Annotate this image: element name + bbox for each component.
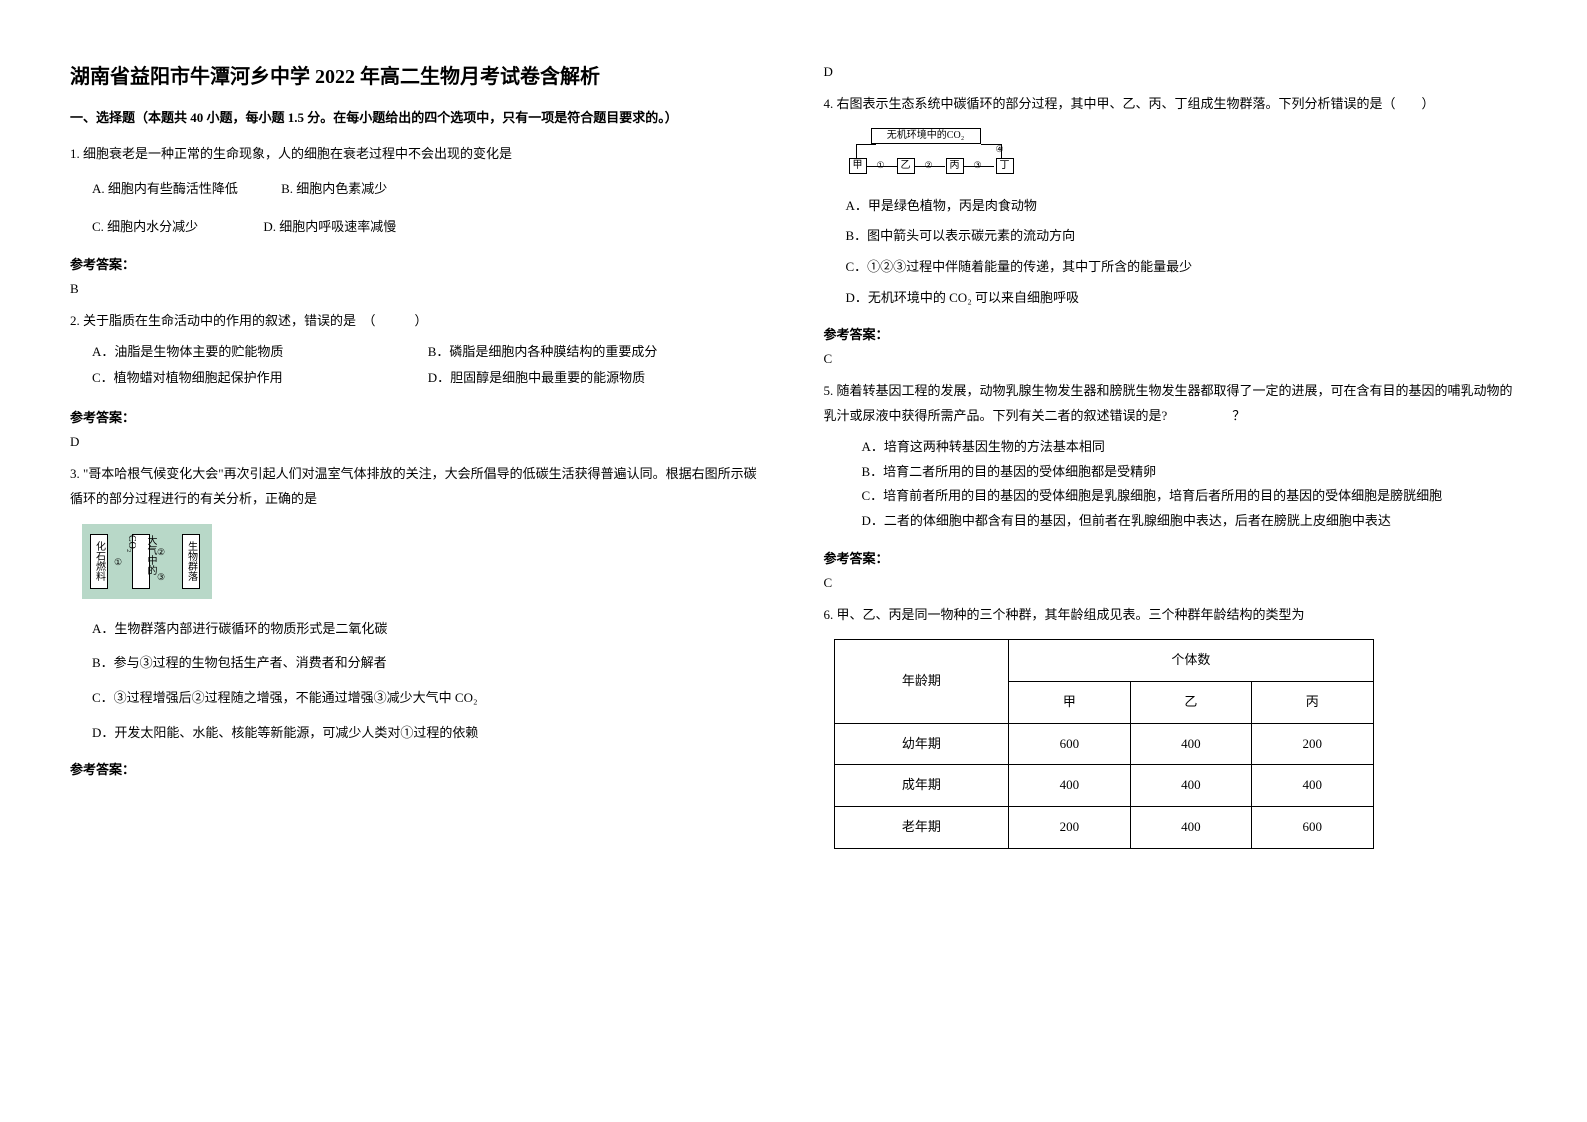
q5-option-a: A．培育这两种转基因生物的方法基本相同 xyxy=(862,435,1518,460)
question-1: 1. 细胞衰老是一种正常的生命现象，人的细胞在衰老过程中不会出现的变化是 A. … xyxy=(70,142,764,240)
q3-option-c: C．③过程增强后②过程随之增强，不能通过增强③减少大气中 CO₂ xyxy=(92,686,764,711)
q3-box-bio: 生物群落 xyxy=(182,534,200,589)
q2-text: 2. 关于脂质在生命活动中的作用的叙述，错误的是 （ ） xyxy=(70,309,764,334)
q1-text: 1. 细胞衰老是一种正常的生命现象，人的细胞在衰老过程中不会出现的变化是 xyxy=(70,142,764,167)
q6-r1-v1: 400 xyxy=(1130,765,1251,807)
q4-answer-label: 参考答案： xyxy=(824,324,1518,343)
q4-answer: C xyxy=(824,351,1518,367)
q4-option-b: B．图中箭头可以表示碳元素的流动方向 xyxy=(846,224,1518,249)
q6-r2-label: 老年期 xyxy=(834,807,1009,849)
q4-label-4: ④ xyxy=(996,141,1004,158)
q2-answer: D xyxy=(70,434,764,450)
q5-option-b: B．培育二者所用的目的基因的受体细胞都是受精卵 xyxy=(862,460,1518,485)
q3-option-a: A．生物群落内部进行碳循环的物质形式是二氧化碳 xyxy=(92,617,764,642)
q1-option-b: B. 细胞内色素减少 xyxy=(281,177,387,202)
q1-option-d: D. 细胞内呼吸速率减慢 xyxy=(263,215,396,240)
q6-r2-v1: 400 xyxy=(1130,807,1251,849)
q5-answer: C xyxy=(824,575,1518,591)
q4-box-bing: 丙 xyxy=(946,158,964,174)
q4-option-a: A．甲是绿色植物，丙是肉食动物 xyxy=(846,194,1518,219)
table-row: 老年期 200 400 600 xyxy=(834,807,1373,849)
question-3: 3. "哥本哈根气候变化大会"再次引起人们对温室气体排放的关注，大会所倡导的低碳… xyxy=(70,462,764,745)
q4-box-env: 无机环境中的CO₂ xyxy=(871,128,981,144)
q6-r2-v0: 200 xyxy=(1009,807,1130,849)
q2-option-a: A．油脂是生物体主要的贮能物质 xyxy=(92,340,428,365)
q2-answer-label: 参考答案： xyxy=(70,407,764,426)
q3-option-b: B．参与③过程的生物包括生产者、消费者和分解者 xyxy=(92,651,764,676)
q4-box-ding: 丁 xyxy=(996,158,1014,174)
q4-diagram: 无机环境中的CO₂ 甲 乙 丙 丁 ① ② ③ ④ xyxy=(840,125,1030,180)
q3-answer: D xyxy=(824,64,1518,80)
q6-r0-v0: 600 xyxy=(1009,723,1130,765)
q1-answer-label: 参考答案： xyxy=(70,254,764,273)
q4-label-2: ② xyxy=(925,157,933,174)
q3-label-2: ② xyxy=(157,544,165,561)
q6-table: 年龄期 个体数 甲 乙 丙 幼年期 600 400 200 成年期 400 40… xyxy=(834,639,1374,848)
table-row: 成年期 400 400 400 xyxy=(834,765,1373,807)
q3-answer-label: 参考答案： xyxy=(70,759,764,778)
q2-option-d: D．胆固醇是细胞中最重要的能源物质 xyxy=(428,366,764,391)
q3-text: 3. "哥本哈根气候变化大会"再次引起人们对温室气体排放的关注，大会所倡导的低碳… xyxy=(70,462,764,511)
q6-text: 6. 甲、乙、丙是同一物种的三个种群，其年龄组成见表。三个种群年龄结构的类型为 xyxy=(824,603,1518,628)
q6-col-bing: 丙 xyxy=(1252,681,1373,723)
q4-option-c: C．①②③过程中伴随着能量的传递，其中丁所含的能量最少 xyxy=(846,255,1518,280)
q1-answer: B xyxy=(70,281,764,297)
q2-option-b: B．磷脂是细胞内各种膜结构的重要成分 xyxy=(428,340,764,365)
q6-col-jia: 甲 xyxy=(1009,681,1130,723)
right-column: D 4. 右图表示生态系统中碳循环的部分过程，其中甲、乙、丙、丁组成生物群落。下… xyxy=(794,60,1548,1082)
q3-option-d: D．开发太阳能、水能、核能等新能源，可减少人类对①过程的依赖 xyxy=(92,721,764,746)
q4-box-yi: 乙 xyxy=(897,158,915,174)
q6-r1-v2: 400 xyxy=(1252,765,1373,807)
q1-option-c: C. 细胞内水分减少 xyxy=(92,215,198,240)
q4-label-3: ③ xyxy=(974,157,982,174)
q4-text: 4. 右图表示生态系统中碳循环的部分过程，其中甲、乙、丙、丁组成生物群落。下列分… xyxy=(824,92,1518,117)
q5-option-c: C．培育前者所用的目的基因的受体细胞是乳腺细胞，培育后者所用的目的基因的受体细胞… xyxy=(862,484,1518,509)
question-4: 4. 右图表示生态系统中碳循环的部分过程，其中甲、乙、丙、丁组成生物群落。下列分… xyxy=(824,92,1518,310)
q6-r0-v2: 200 xyxy=(1252,723,1373,765)
section-header: 一、选择题（本题共 40 小题，每小题 1.5 分。在每小题给出的四个选项中，只… xyxy=(70,107,764,126)
question-6: 6. 甲、乙、丙是同一物种的三个种群，其年龄组成见表。三个种群年龄结构的类型为 … xyxy=(824,603,1518,849)
q4-label-1: ① xyxy=(877,157,885,174)
q6-r0-label: 幼年期 xyxy=(834,723,1009,765)
q5-option-d: D．二者的体细胞中都含有目的基因，但前者在乳腺细胞中表达，后者在膀胱上皮细胞中表… xyxy=(862,509,1518,534)
q3-box-fossil: 化石燃料 xyxy=(90,534,108,589)
table-row: 幼年期 600 400 200 xyxy=(834,723,1373,765)
q3-label-3: ③ xyxy=(157,569,165,586)
left-column: 湖南省益阳市牛潭河乡中学 2022 年高二生物月考试卷含解析 一、选择题（本题共… xyxy=(40,60,794,1082)
q2-option-c: C．植物蜡对植物细胞起保护作用 xyxy=(92,366,428,391)
q3-label-1: ① xyxy=(114,554,122,571)
q6-r2-v2: 600 xyxy=(1252,807,1373,849)
q4-option-d: D．无机环境中的 CO₂ 可以来自细胞呼吸 xyxy=(846,286,1518,311)
q6-th-age: 年龄期 xyxy=(834,640,1009,723)
q1-option-a: A. 细胞内有些酶活性降低 xyxy=(92,177,238,202)
question-2: 2. 关于脂质在生命活动中的作用的叙述，错误的是 （ ） A．油脂是生物体主要的… xyxy=(70,309,764,393)
q5-answer-label: 参考答案： xyxy=(824,548,1518,567)
q6-r0-v1: 400 xyxy=(1130,723,1251,765)
q3-diagram: 化石燃料 大气中的CO₂ 生物群落 ① ② ③ xyxy=(82,524,212,599)
q4-box-jia: 甲 xyxy=(849,158,867,174)
q6-col-yi: 乙 xyxy=(1130,681,1251,723)
q5-text: 5. 随着转基因工程的发展，动物乳腺生物发生器和膀胱生物发生器都取得了一定的进展… xyxy=(824,379,1518,428)
page-title: 湖南省益阳市牛潭河乡中学 2022 年高二生物月考试卷含解析 xyxy=(70,60,764,89)
q6-th-count: 个体数 xyxy=(1009,640,1373,682)
q6-r1-v0: 400 xyxy=(1009,765,1130,807)
question-5: 5. 随着转基因工程的发展，动物乳腺生物发生器和膀胱生物发生器都取得了一定的进展… xyxy=(824,379,1518,533)
q3-box-co2: 大气中的CO₂ xyxy=(132,534,150,589)
q6-r1-label: 成年期 xyxy=(834,765,1009,807)
